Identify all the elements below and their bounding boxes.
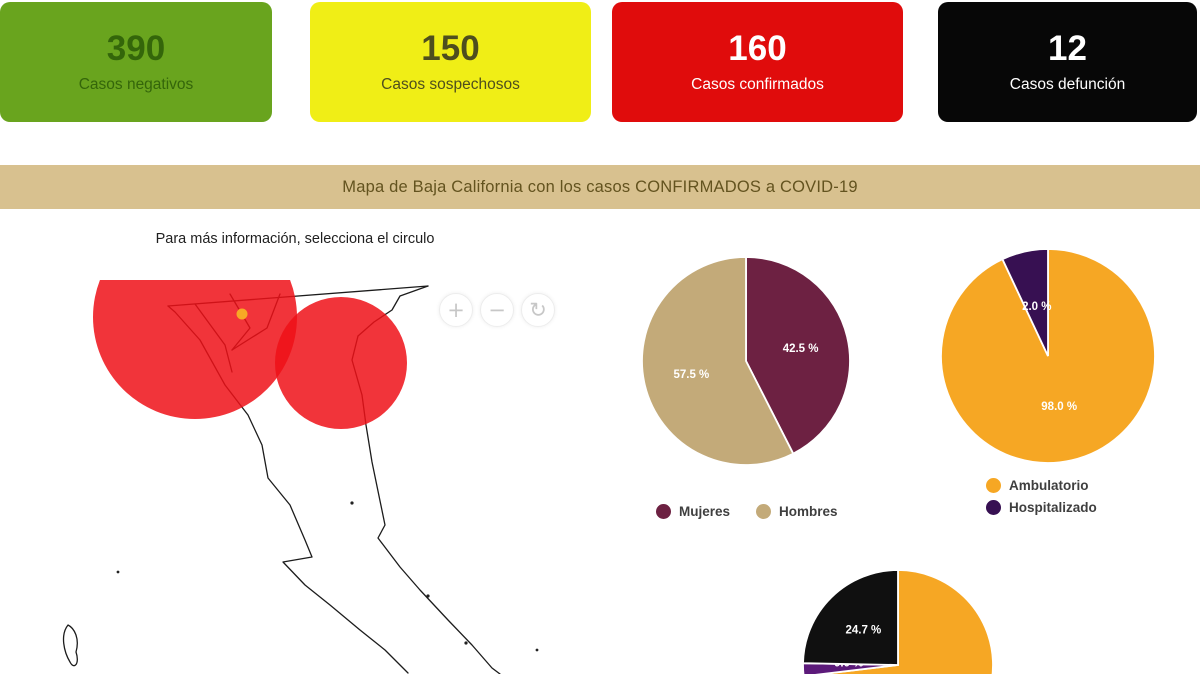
pie-slice-slice-2[interactable] (802, 570, 899, 666)
pie-slice-Hospitalizado[interactable] (1001, 248, 1049, 357)
cases-bubble-tijuana[interactable] (93, 280, 297, 419)
card-label: Casos sospechosos (381, 76, 520, 94)
pie-slice-slice-0[interactable] (804, 570, 994, 674)
legend-sexo: Mujeres Hombres (656, 504, 838, 519)
legend-dot-mujeres (656, 504, 671, 519)
zoom-out-button[interactable]: − (480, 293, 514, 327)
map-marker-dot[interactable] (236, 308, 248, 320)
legend-dot-ambulatorio (986, 478, 1001, 493)
legend-item-hospitalizado[interactable]: Hospitalizado (986, 500, 1097, 515)
baja-california-map (62, 280, 539, 674)
legend-label: Hombres (779, 504, 838, 519)
summary-card-casos-sospechosos: 150 Casos sospechosos (310, 2, 591, 122)
pie-data-label: 2.0 % (1022, 301, 1051, 313)
pie-slice-Mujeres[interactable] (745, 256, 851, 455)
legend-item-mujeres[interactable]: Mujeres (656, 504, 730, 519)
pie-data-label: 42.5 % (783, 343, 819, 355)
summary-card-casos-confirmados: 160 Casos confirmados (612, 2, 903, 122)
summary-card-casos-defuncion: 12 Casos defunción (938, 2, 1197, 122)
pie-slice-Hombres[interactable] (641, 256, 795, 466)
map-instruction: Para más información, selecciona el circ… (155, 231, 435, 247)
card-label: Casos defunción (1009, 76, 1126, 94)
pie-data-label: 24.7 % (845, 625, 881, 637)
legend-item-ambulatorio[interactable]: Ambulatorio (986, 478, 1089, 493)
legend-label: Ambulatorio (1009, 478, 1089, 493)
map-banner-title: Mapa de Baja California con los casos CO… (0, 165, 1200, 209)
card-value: 160 (728, 29, 787, 69)
pie-chart-tipo-atencion: 98.0 % 2.0 % (940, 248, 1156, 464)
cases-bubble-mexicali[interactable] (275, 297, 407, 429)
island-dots (116, 501, 539, 652)
legend-label: Hospitalizado (1009, 500, 1097, 515)
legend-tipo-atencion: Ambulatorio Hospitalizado (986, 478, 1097, 515)
legend-item-hombres[interactable]: Hombres (756, 504, 838, 519)
card-value: 150 (421, 29, 480, 69)
pie-data-label: 98.0 % (1041, 401, 1077, 413)
card-label: Casos confirmados (691, 76, 824, 94)
legend-dot-hombres (756, 504, 772, 519)
zoom-in-button[interactable]: + (439, 293, 473, 327)
card-value: 390 (106, 29, 166, 69)
pie-chart-sexo: 42.5 % 57.5 % (641, 256, 851, 466)
zoom-reset-button[interactable]: ↻ (521, 293, 555, 327)
legend-label: Mujeres (679, 504, 731, 519)
pie-data-label: 57.5 % (673, 369, 709, 381)
legend-dot-hospitalizado (986, 500, 1001, 515)
card-value: 12 (1048, 29, 1087, 69)
island-outline (62, 624, 78, 667)
card-label: Casos negativos (78, 76, 194, 94)
pie-chart-bottom-partial: 0.0 %24.7 % (802, 570, 994, 674)
summary-card-casos-negativos: 390 Casos negativos (0, 2, 272, 122)
